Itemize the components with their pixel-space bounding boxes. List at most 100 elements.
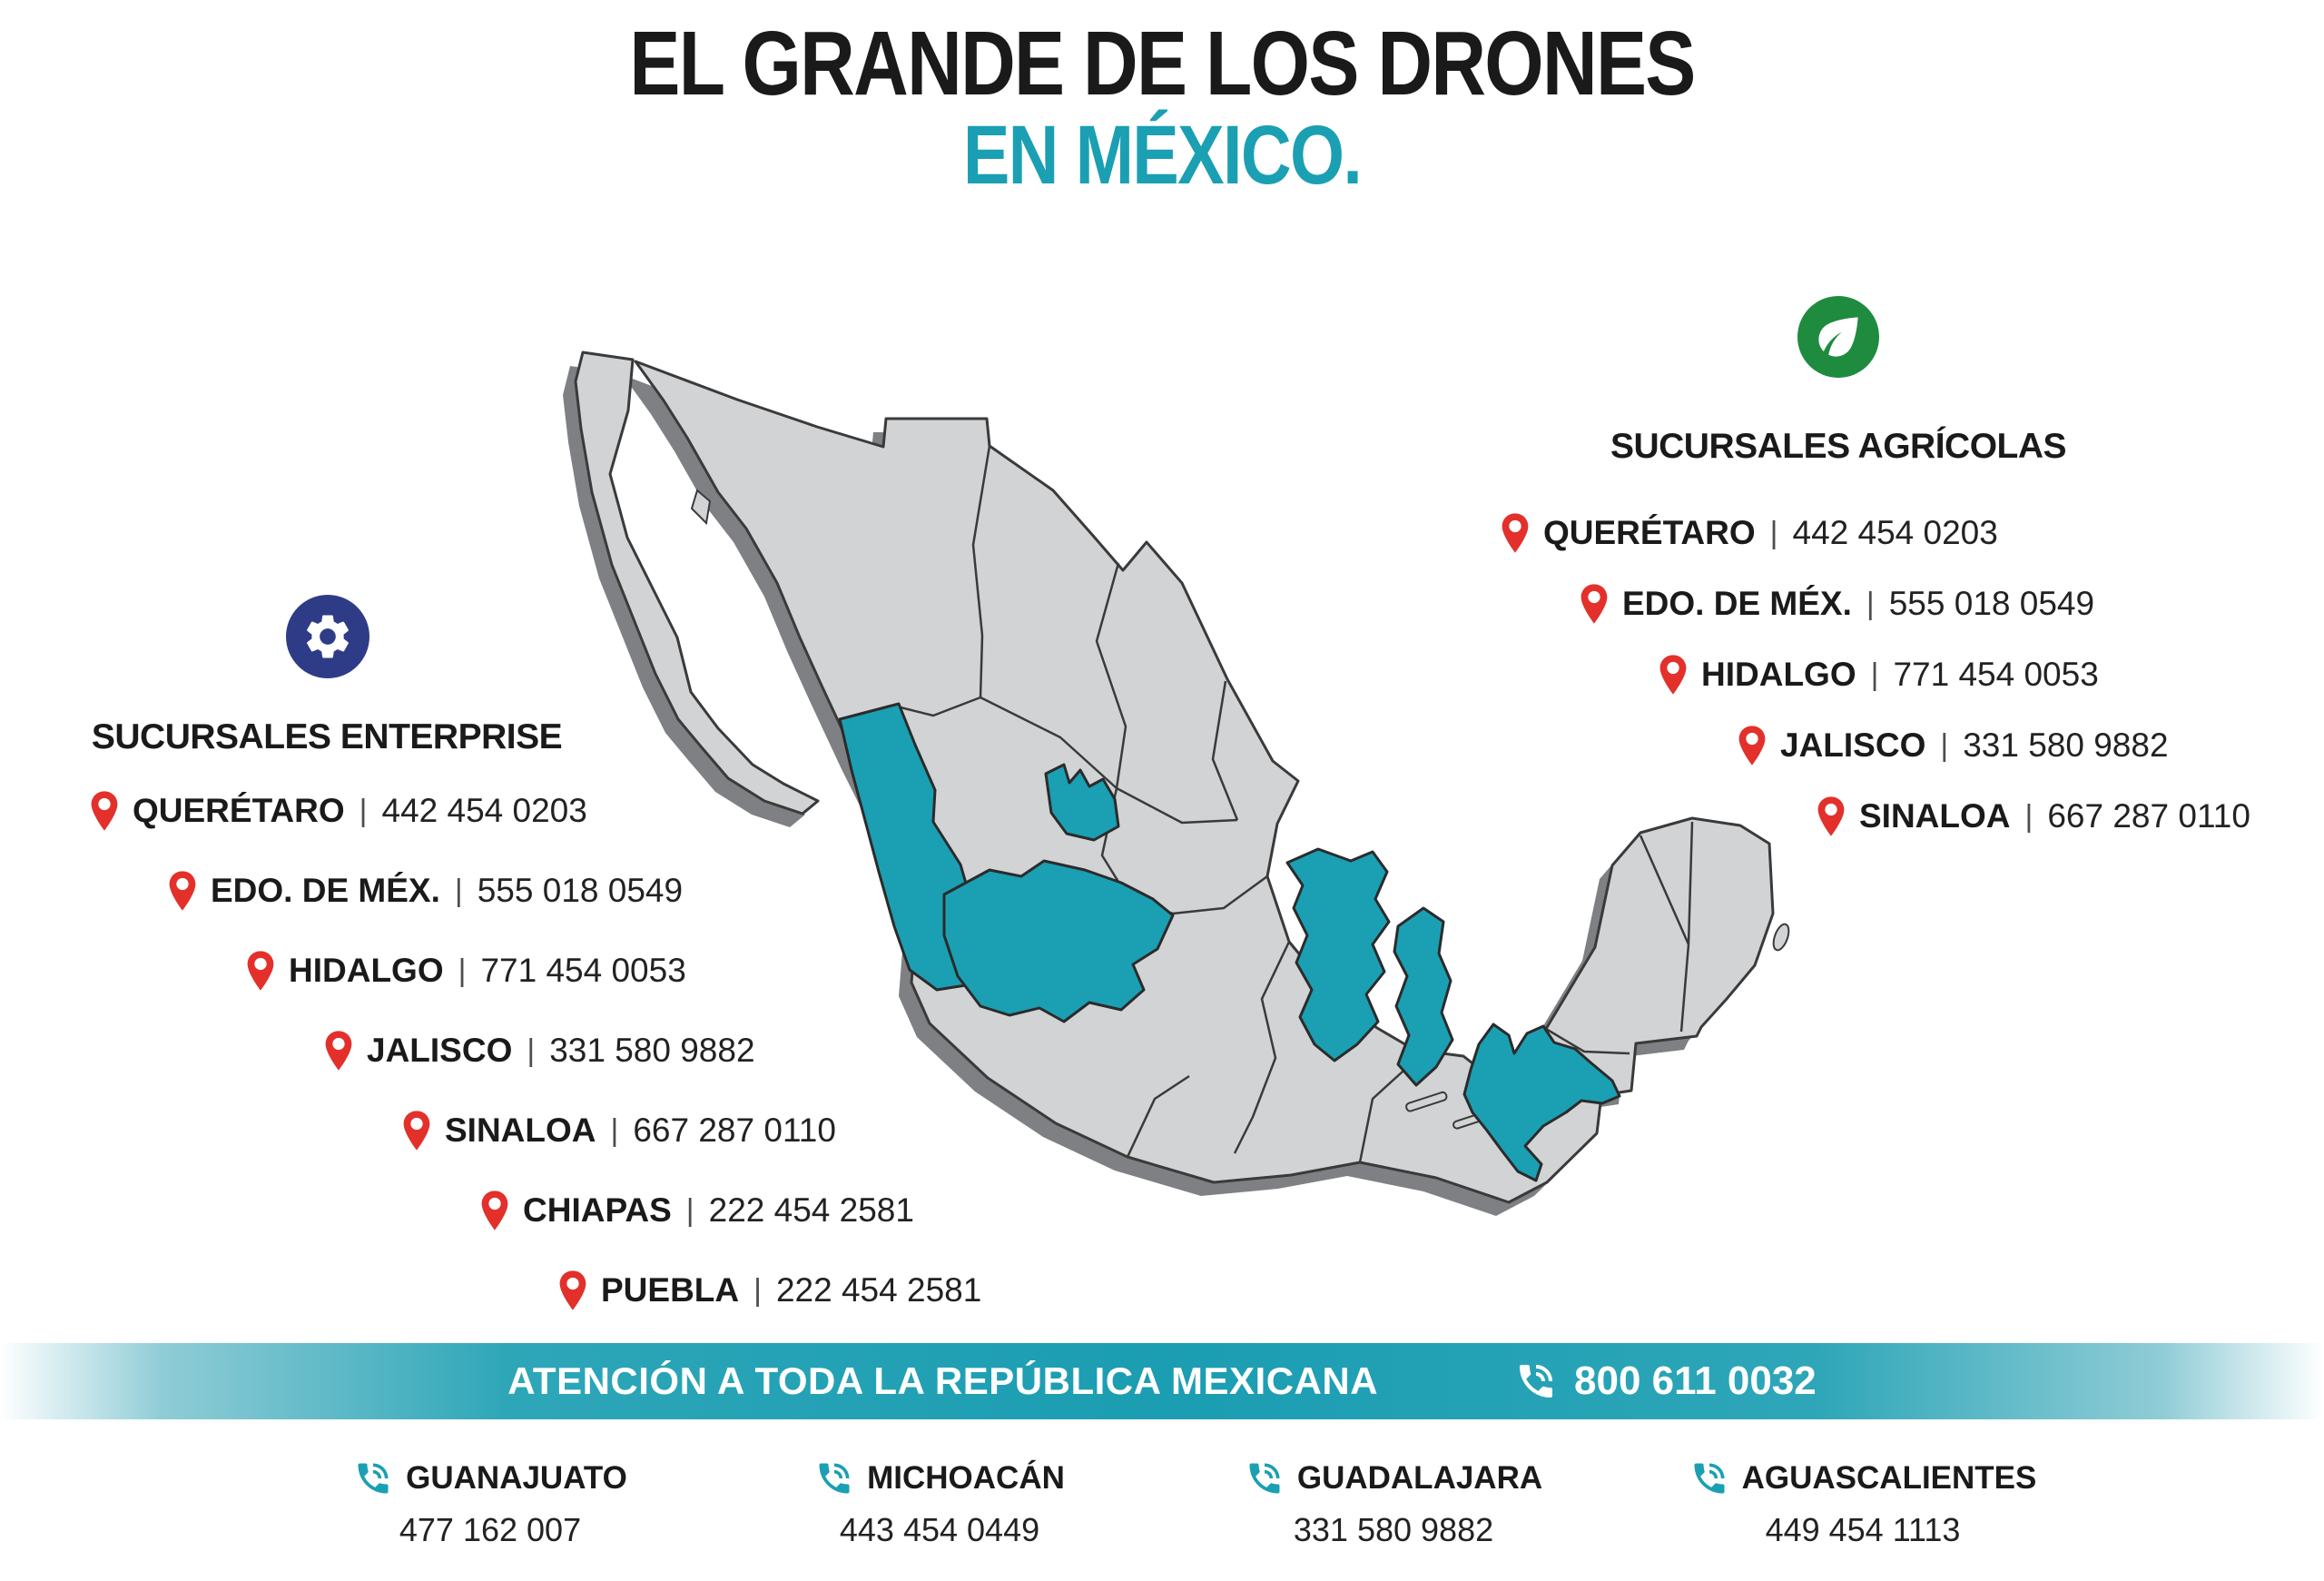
branch-row: HIDALGO | 771 454 0053 [1658,652,2250,697]
footer-city: GUANAJUATO [406,1460,627,1496]
branch-state: QUERÉTARO [133,792,345,829]
phone-icon [1520,1365,1553,1398]
branch-row: EDO. DE MÉX. | 555 018 0549 [1579,581,2250,627]
separator: | [753,1272,762,1308]
gear-icon [286,595,369,678]
branch-row: SINALOA | 667 287 0110 [1816,794,2250,839]
branch-phone[interactable]: 442 454 0203 [1792,514,1998,551]
separator: | [2024,798,2034,834]
agricolas-badge [1797,296,1879,382]
title-line2: EN MÉXICO. [962,109,1363,202]
banner-phone-number: 800 611 0032 [1574,1359,1817,1403]
phone-icon [358,1463,389,1494]
map-pin-icon [1738,725,1766,766]
footer-city: GUADALAJARA [1296,1460,1543,1496]
branch-row: PUEBLA | 222 454 2581 [557,1268,981,1313]
phone-icon [819,1463,850,1494]
separator: | [1769,515,1778,550]
leaf-icon [1797,296,1879,378]
separator: | [359,793,368,828]
phone-icon [1694,1463,1725,1494]
map-pin-icon [325,1030,352,1071]
separator: | [1866,586,1875,621]
branch-row: QUERÉTARO | 442 454 0203 [1500,510,2250,556]
branch-phone[interactable]: 222 454 2581 [775,1271,982,1309]
page-title: EL GRANDE DE LOS DRONES EN MÉXICO. [0,16,2324,200]
branch-state: SINALOA [445,1112,596,1149]
branch-phone[interactable]: 555 018 0549 [477,872,684,909]
branch-row: QUERÉTARO | 442 454 0203 [89,788,981,834]
footer-phone[interactable]: 443 454 0449 [839,1511,1040,1548]
branch-state: QUERÉTARO [1543,514,1756,551]
state-aguascalientes [1044,763,1120,842]
separator: | [1870,657,1879,692]
banner-phone-link[interactable]: 800 611 0032 [1514,1359,1817,1404]
map-pin-icon [1659,654,1687,695]
state-jalisco [942,859,1175,1023]
agricolas-heading: SUCURSALES AGRÍCOLAS [1610,427,2067,467]
separator: | [610,1112,619,1148]
branch-state: PUEBLA [601,1271,740,1309]
phone-icon [1249,1463,1280,1494]
map-pin-icon [247,950,274,991]
branch-row: EDO. DE MÉX. | 555 018 0549 [167,868,981,914]
branch-row: HIDALGO | 771 454 0053 [245,948,981,993]
enterprise-badge [286,595,369,683]
agricolas-branch-list: QUERÉTARO | 442 454 0203 EDO. DE MÉX. | … [1500,510,2250,865]
footer-city: AGUASCALIENTES [1741,1460,2037,1496]
banner-text: ATENCIÓN A TODA LA REPÚBLICA MEXICANA [507,1359,1379,1402]
branch-phone[interactable]: 222 454 2581 [708,1191,914,1229]
separator: | [527,1033,536,1068]
branch-phone[interactable]: 667 287 0110 [2047,797,2250,835]
map-pin-icon [481,1190,508,1230]
state-puebla [1393,906,1454,1087]
branch-state: JALISCO [1780,726,1926,764]
branch-phone[interactable]: 667 287 0110 [633,1112,836,1149]
branch-row: JALISCO | 331 580 9882 [323,1028,981,1073]
map-pin-icon [169,870,196,911]
state-cluster-qro-hgo-edomex [1285,847,1391,1062]
footer-city: MICHOACÁN [867,1460,1065,1496]
map-baja-california [574,351,820,815]
footer-contact: GUANAJUATO 477 162 007 [254,1458,726,1549]
mexico-map [563,351,1790,1216]
map-islands [690,489,1790,1130]
map-pin-icon [1817,795,1845,836]
map-pin-icon [559,1270,586,1310]
map-pin-icon [1502,512,1529,553]
branch-phone[interactable]: 771 454 0053 [480,952,686,989]
separator: | [1940,727,1949,763]
footer-phone[interactable]: 449 454 1113 [1765,1511,1961,1548]
branch-row: CHIAPAS | 222 454 2581 [479,1188,981,1233]
footer-phone[interactable]: 331 580 9882 [1293,1511,1494,1548]
branch-phone[interactable]: 442 454 0203 [381,792,587,829]
map-pin-icon [403,1110,430,1151]
branch-phone[interactable]: 331 580 9882 [1963,726,2169,764]
separator: | [458,953,467,988]
branch-row: JALISCO | 331 580 9882 [1737,723,2250,768]
separator: | [685,1192,694,1228]
map-pin-icon [91,790,118,831]
branch-state: EDO. DE MÉX. [211,872,440,909]
footer-contact: GUADALAJARA 331 580 9882 [1157,1458,1630,1549]
separator: | [454,873,463,908]
footer-phone[interactable]: 477 162 007 [399,1511,582,1548]
enterprise-branch-list: QUERÉTARO | 442 454 0203 EDO. DE MÉX. | … [89,788,981,1348]
enterprise-heading: SUCURSALES ENTERPRISE [91,717,563,757]
branch-state: SINALOA [1859,797,2011,835]
national-service-banner: ATENCIÓN A TODA LA REPÚBLICA MEXICANA 80… [0,1343,2324,1419]
footer-contact: MICHOACÁN 443 454 0449 [704,1458,1176,1549]
branch-state: JALISCO [367,1032,513,1069]
map-pin-icon [1581,583,1608,624]
branch-state: HIDALGO [289,952,444,989]
branch-row: SINALOA | 667 287 0110 [401,1108,981,1153]
footer-contact: AGUASCALIENTES 449 454 1113 [1627,1458,2099,1549]
branch-phone[interactable]: 331 580 9882 [549,1032,755,1069]
branch-phone[interactable]: 555 018 0549 [1888,585,2095,622]
branch-phone[interactable]: 771 454 0053 [1893,656,2099,693]
title-line1: EL GRANDE DE LOS DRONES [629,13,1696,114]
branch-state: EDO. DE MÉX. [1622,585,1852,622]
branch-state: CHIAPAS [523,1191,672,1229]
state-chiapas [1462,1023,1621,1182]
